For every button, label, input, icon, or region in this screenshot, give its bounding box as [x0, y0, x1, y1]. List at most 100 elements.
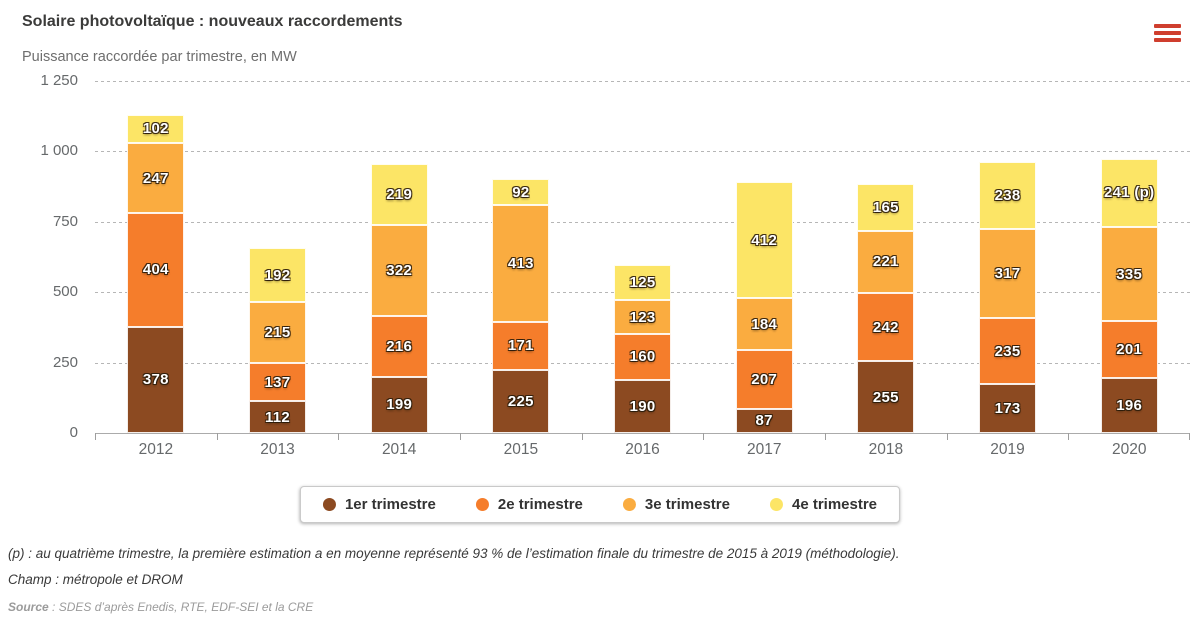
y-tick-label: 0 [69, 424, 78, 441]
hamburger-menu-icon[interactable] [1154, 24, 1181, 43]
data-label: 322 [386, 262, 413, 280]
gridline-750 [95, 221, 1190, 223]
bar-column-2013: 192 215 137 112 [217, 81, 339, 433]
bar-segment-2016-4e-trimestre[interactable]: 125 [614, 264, 672, 300]
hamburger-bar [1154, 38, 1181, 42]
bar-segment-2020-1er-trimestre[interactable]: 196 [1100, 377, 1158, 433]
bar-segment-2013-1er-trimestre[interactable]: 112 [249, 401, 306, 433]
bar-segment-2020-4e-trimestre[interactable]: 241 (p) [1100, 159, 1158, 227]
bar-segment-2012-2e-trimestre[interactable]: 404 [127, 212, 185, 327]
bar-segment-2018-2e-trimestre[interactable]: 242 [857, 293, 915, 362]
bar-segment-2017-1er-trimestre[interactable]: 87 [735, 408, 793, 433]
bar-segment-2019-2e-trimestre[interactable]: 235 [979, 318, 1037, 385]
data-label: 199 [386, 396, 413, 414]
x-tick-label-2020: 2020 [1111, 441, 1147, 458]
bar-segment-2014-1er-trimestre[interactable]: 199 [370, 376, 428, 433]
data-label: 238 [994, 186, 1021, 204]
data-label: 255 [872, 388, 899, 406]
data-label: 192 [264, 266, 291, 284]
legend-label: 4e trimestre [791, 496, 878, 513]
bars-row: 102 247 404 378 192 215 137 112 219 322 216 199 92 41… [95, 81, 1190, 433]
data-label: 201 [1116, 341, 1143, 359]
x-axis-tick [216, 433, 218, 440]
legend-item-3e-trimestre[interactable]: 3e trimestre [622, 496, 730, 513]
bar-segment-2018-1er-trimestre[interactable]: 255 [857, 361, 915, 433]
bar-segment-2012-4e-trimestre[interactable]: 102 [127, 114, 185, 144]
bar-segment-2019-3e-trimestre[interactable]: 317 [979, 228, 1037, 319]
bar-segment-2016-3e-trimestre[interactable]: 123 [614, 299, 672, 335]
footnote-source: Source : SDES d’après Enedis, RTE, EDF-S… [8, 600, 313, 614]
bar-column-2017: 412 184 207 87 [703, 81, 825, 433]
chart-subtitle: Puissance raccordée par trimestre, en MW [22, 49, 297, 65]
y-tick-label: 750 [52, 212, 78, 230]
data-label: 412 [751, 231, 778, 249]
data-label: 207 [751, 370, 778, 388]
x-axis-tick [946, 433, 948, 440]
data-label: 219 [386, 186, 413, 204]
y-tick-label: 1 250 [40, 72, 78, 89]
x-tick-label-2019: 2019 [990, 441, 1025, 458]
bar-segment-2016-1er-trimestre[interactable]: 190 [614, 379, 672, 433]
stacked-bar-2013: 192 215 137 112 [249, 248, 306, 433]
bar-segment-2013-2e-trimestre[interactable]: 137 [249, 362, 306, 402]
x-axis-tick [703, 433, 705, 440]
legend-dot-icon [322, 498, 336, 511]
bar-segment-2017-3e-trimestre[interactable]: 184 [735, 298, 793, 351]
data-label: 184 [751, 315, 778, 333]
data-label: 92 [512, 183, 530, 201]
bar-segment-2016-2e-trimestre[interactable]: 160 [614, 334, 672, 380]
data-label: 87 [755, 412, 773, 430]
source-text: : SDES d’après Enedis, RTE, EDF-SEI et l… [48, 600, 314, 614]
bar-segment-2018-3e-trimestre[interactable]: 221 [857, 230, 915, 294]
legend-item-1er-trimestre[interactable]: 1er trimestre [322, 496, 436, 513]
bar-segment-2014-4e-trimestre[interactable]: 219 [370, 163, 428, 226]
bar-column-2012: 102 247 404 378 [95, 81, 217, 433]
stacked-bar-2012: 102 247 404 378 [127, 114, 185, 433]
bar-segment-2020-3e-trimestre[interactable]: 335 [1100, 226, 1158, 322]
data-label: 241 (p) [1103, 184, 1155, 202]
legend: 1er trimestre 2e trimestre 3e trimestre 4e … [299, 486, 901, 523]
legend-item-2e-trimestre[interactable]: 2e trimestre [475, 496, 583, 513]
bar-segment-2017-2e-trimestre[interactable]: 207 [735, 350, 793, 409]
data-label: 190 [629, 397, 656, 415]
data-label: 335 [1116, 265, 1143, 283]
bar-segment-2019-4e-trimestre[interactable]: 238 [979, 161, 1037, 229]
bar-segment-2013-4e-trimestre[interactable]: 192 [249, 248, 306, 303]
bar-segment-2017-4e-trimestre[interactable]: 412 [735, 182, 793, 299]
bar-segment-2020-2e-trimestre[interactable]: 201 [1100, 321, 1158, 378]
x-axis-labels: 2012 2013 2014 2015 2016 2017 2018 2019 2020 [95, 441, 1190, 459]
bar-segment-2015-1er-trimestre[interactable]: 225 [492, 369, 550, 433]
stacked-bar-2019: 238 317 235 173 [979, 161, 1037, 433]
data-label: 242 [872, 318, 899, 336]
x-axis-tick [1068, 433, 1070, 440]
bar-segment-2012-3e-trimestre[interactable]: 247 [127, 143, 185, 213]
bar-segment-2019-1er-trimestre[interactable]: 173 [979, 384, 1037, 433]
bar-column-2014: 219 322 216 199 [338, 81, 460, 433]
legend-item-4e-trimestre[interactable]: 4e trimestre [769, 496, 878, 513]
bar-segment-2014-3e-trimestre[interactable]: 322 [370, 225, 428, 317]
legend-dot-icon [475, 498, 489, 511]
bar-column-2018: 165 221 242 255 [825, 81, 947, 433]
bar-segment-2014-2e-trimestre[interactable]: 216 [370, 316, 428, 377]
data-label: 215 [264, 324, 291, 342]
stacked-bar-2017: 412 184 207 87 [735, 182, 793, 433]
bar-segment-2013-3e-trimestre[interactable]: 215 [249, 302, 306, 363]
x-axis-tick [581, 433, 583, 440]
data-label: 137 [264, 373, 291, 391]
x-axis-tick [95, 433, 96, 440]
data-label: 247 [142, 169, 169, 187]
bar-segment-2015-3e-trimestre[interactable]: 413 [492, 205, 550, 322]
x-axis-tick [1189, 433, 1190, 440]
bar-segment-2015-2e-trimestre[interactable]: 171 [492, 321, 550, 370]
bar-segment-2012-1er-trimestre[interactable]: 378 [127, 326, 185, 433]
data-label: 235 [994, 342, 1021, 360]
bar-segment-2015-4e-trimestre[interactable]: 92 [492, 179, 550, 206]
bar-segment-2018-4e-trimestre[interactable]: 165 [857, 184, 915, 231]
hamburger-bar [1154, 31, 1181, 35]
legend-label: 2e trimestre [497, 496, 583, 513]
data-label: 413 [507, 254, 534, 272]
y-tick-label: 500 [52, 283, 78, 301]
legend-label: 3e trimestre [644, 496, 730, 513]
x-axis-tick [338, 433, 340, 440]
data-label: 404 [142, 261, 169, 279]
